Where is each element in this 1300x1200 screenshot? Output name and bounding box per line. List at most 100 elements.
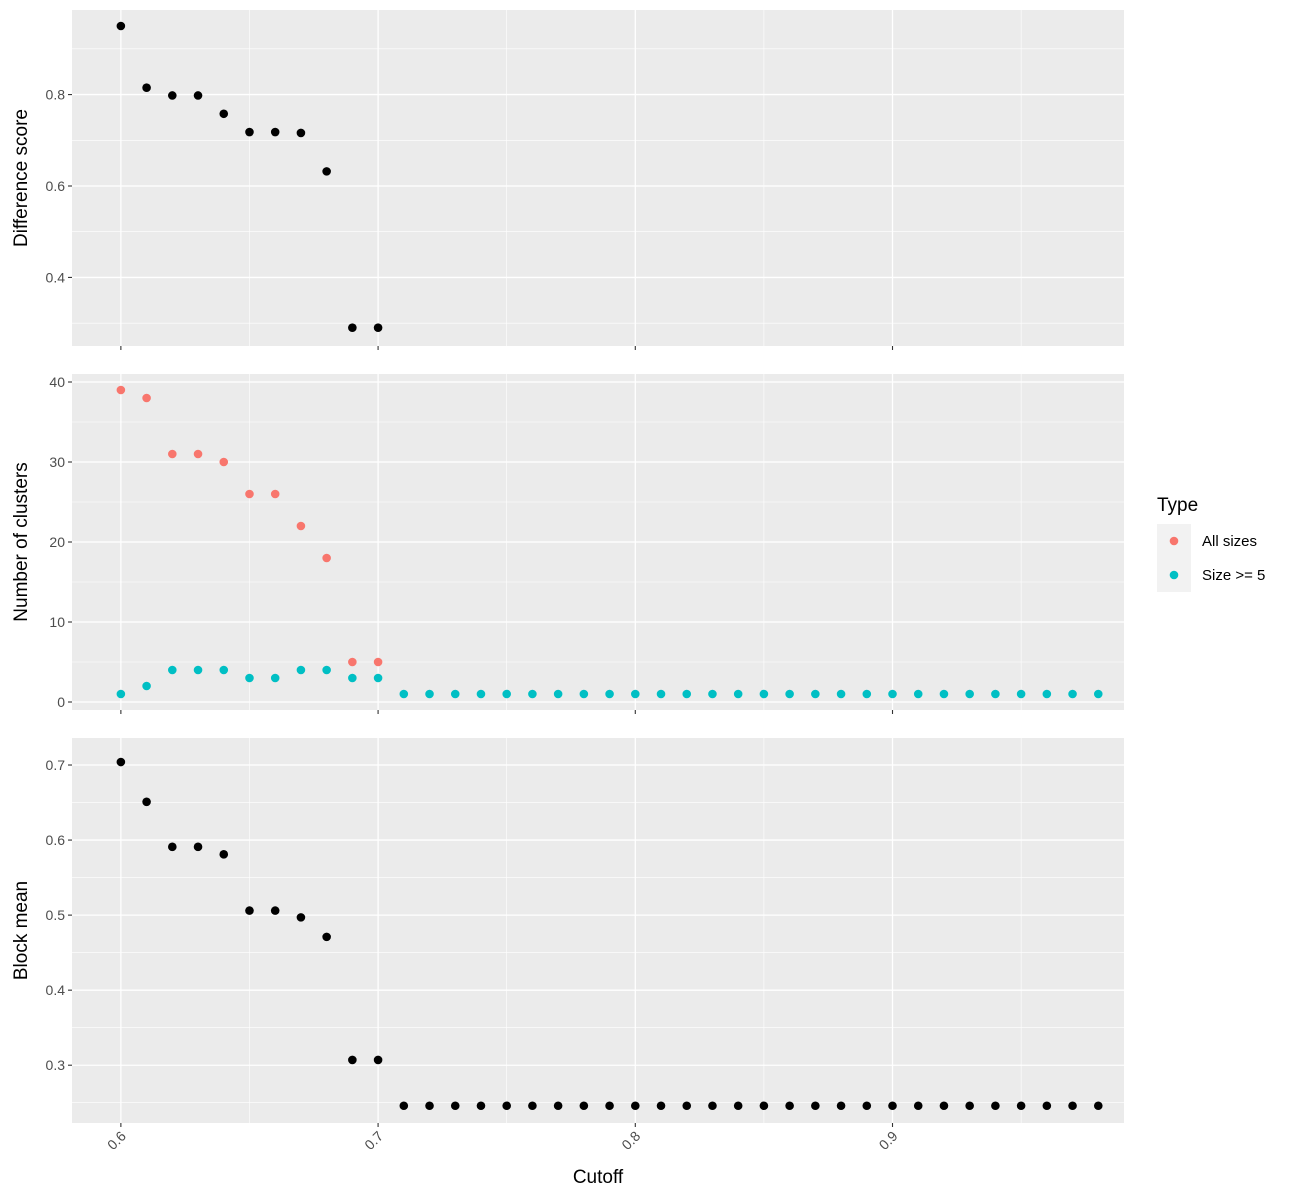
data-point xyxy=(450,689,460,699)
legend: Type All sizes Size >= 5 xyxy=(1157,495,1265,592)
data-point xyxy=(630,1101,640,1111)
data-point xyxy=(553,689,563,699)
legend-keys: All sizes Size >= 5 xyxy=(1157,524,1265,592)
data-point xyxy=(1068,689,1077,699)
y-tick-label: 0.4 xyxy=(46,269,66,285)
y-axis-title: Difference score xyxy=(11,109,32,247)
data-point xyxy=(116,757,126,767)
data-point xyxy=(759,689,769,699)
x-tick-label: 0.8 xyxy=(618,1128,643,1153)
data-point xyxy=(348,1055,357,1065)
data-point xyxy=(656,1101,666,1111)
series-points xyxy=(116,385,1103,699)
x-tick-label: 0.6 xyxy=(104,1128,129,1153)
data-point xyxy=(656,689,666,699)
data-point xyxy=(219,665,229,675)
data-point xyxy=(116,689,126,699)
data-point xyxy=(348,657,357,667)
data-point xyxy=(270,127,280,137)
data-point xyxy=(142,797,151,807)
y-tick-label: 0.6 xyxy=(46,178,66,194)
data-point xyxy=(373,1055,383,1065)
panels-layer: 0.4 0.6 0.8 Difference score 0 10 20 30 40 Number… xyxy=(11,10,1124,1153)
data-point xyxy=(965,1101,974,1111)
data-point xyxy=(168,91,177,100)
data-point xyxy=(168,842,177,852)
data-point xyxy=(373,673,383,683)
y-tick-label: 0.6 xyxy=(46,832,66,848)
data-point xyxy=(322,167,331,176)
data-point xyxy=(913,689,923,699)
y-tick-label: 0.8 xyxy=(46,87,66,103)
data-point xyxy=(296,665,306,675)
data-point xyxy=(630,689,640,699)
data-point xyxy=(913,1101,923,1111)
data-point xyxy=(296,521,306,531)
x-tick-labels: 0.6 0.7 0.8 0.9 xyxy=(104,1128,901,1153)
data-point xyxy=(193,665,203,675)
legend-title: Type xyxy=(1157,495,1198,516)
data-point xyxy=(1016,689,1026,699)
legend-label: All sizes xyxy=(1202,533,1257,550)
data-point xyxy=(682,1101,692,1111)
panel-background xyxy=(72,738,1124,1123)
data-point xyxy=(193,91,203,100)
panel-1: 0.4 0.6 0.8 Difference score xyxy=(11,10,1124,350)
data-point xyxy=(605,1101,614,1111)
data-point xyxy=(502,689,511,699)
y-tick-label: 40 xyxy=(49,374,65,390)
data-point xyxy=(373,657,383,667)
y-tick-label: 0.5 xyxy=(46,907,66,923)
data-point xyxy=(425,689,434,699)
panel-background xyxy=(72,10,1124,346)
series-points xyxy=(116,757,1103,1111)
data-point xyxy=(888,1101,897,1111)
data-point xyxy=(862,689,872,699)
x-tick-label: 0.9 xyxy=(876,1128,901,1153)
data-point xyxy=(991,1101,1000,1111)
legend-label: Size >= 5 xyxy=(1202,567,1265,584)
data-point xyxy=(682,689,692,699)
data-point xyxy=(991,689,1000,699)
data-point xyxy=(888,689,897,699)
y-tick-label: 0.3 xyxy=(46,1057,66,1073)
data-point xyxy=(193,842,203,852)
data-point xyxy=(528,689,537,699)
legend-key-point xyxy=(1169,570,1179,580)
legend-item: Size >= 5 xyxy=(1157,558,1265,592)
data-point xyxy=(270,673,280,683)
data-point xyxy=(708,689,717,699)
y-tick-label: 0.7 xyxy=(46,757,66,773)
data-point xyxy=(1093,1101,1103,1111)
data-point xyxy=(245,906,254,915)
data-point xyxy=(733,1101,743,1111)
data-point xyxy=(142,83,151,93)
data-point xyxy=(322,553,331,563)
data-point xyxy=(168,449,177,459)
data-point xyxy=(270,906,280,915)
data-point xyxy=(116,385,126,395)
y-axis-title: Number of clusters xyxy=(11,462,32,621)
x-tick-label: 0.7 xyxy=(361,1128,386,1153)
data-point xyxy=(708,1101,717,1111)
data-point xyxy=(528,1101,537,1111)
data-point xyxy=(862,1101,872,1111)
data-point xyxy=(733,689,743,699)
data-point xyxy=(579,1101,589,1111)
data-point xyxy=(939,689,949,699)
data-point xyxy=(785,1101,794,1111)
y-tick-label: 30 xyxy=(49,454,65,470)
data-point xyxy=(245,489,254,499)
data-point xyxy=(399,689,409,699)
data-point xyxy=(193,449,203,459)
data-point xyxy=(502,1101,511,1111)
data-point xyxy=(373,323,383,333)
data-point xyxy=(811,1101,820,1111)
data-point xyxy=(116,21,126,31)
data-point xyxy=(1068,1101,1077,1111)
data-point xyxy=(296,913,306,922)
legend-item: All sizes xyxy=(1157,524,1257,558)
data-point xyxy=(836,1101,846,1111)
data-point xyxy=(1093,689,1103,699)
panel-2: 0 10 20 30 40 Number of clusters xyxy=(11,374,1124,714)
